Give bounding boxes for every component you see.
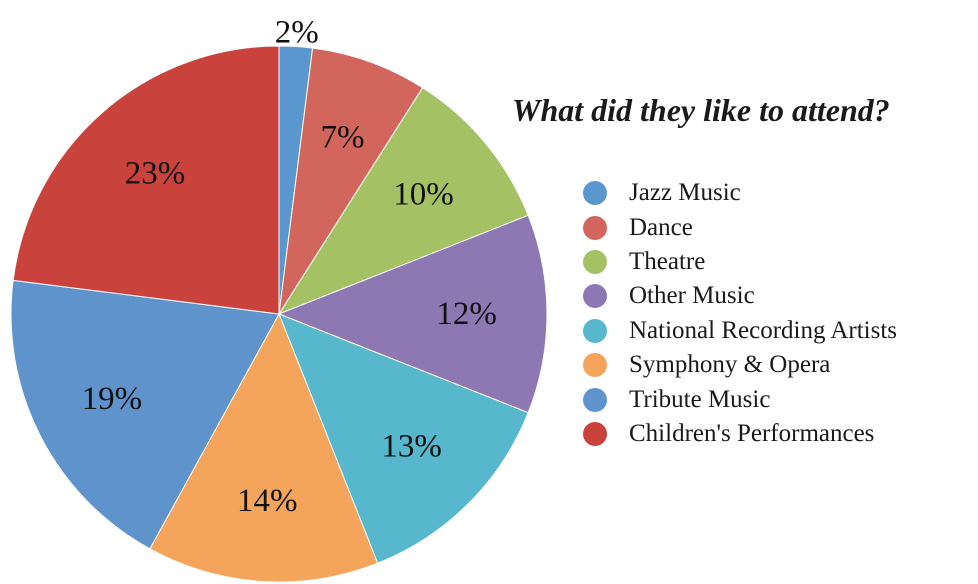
- legend-label-national-recording-artists: National Recording Artists: [629, 316, 898, 344]
- pie-slices: [10, 45, 548, 583]
- legend-label-tribute-music: Tribute Music: [629, 385, 771, 413]
- slice-label-symphony-opera: 14%: [237, 483, 298, 519]
- slice-label-theatre: 10%: [393, 176, 454, 212]
- slice-label-national-recording-artists: 13%: [381, 429, 442, 465]
- legend-swatch-national-recording-artists: [583, 318, 607, 343]
- pie-slice-national-recording-artists: [278, 313, 529, 564]
- pie-slice-theatre: [277, 87, 529, 316]
- pie-slice-tribute-music: [10, 279, 280, 550]
- legend-label-symphony-opera: Symphony & Opera: [629, 351, 831, 379]
- legend-item-jazz-music: Jazz Music: [583, 176, 897, 210]
- legend-label-jazz-music: Jazz Music: [629, 179, 741, 207]
- legend-swatch-children-s-performances: [583, 421, 607, 446]
- pie-slice-dance: [278, 47, 424, 315]
- pie-slice-other-music: [277, 214, 548, 414]
- legend-item-other-music: Other Music: [583, 279, 897, 313]
- legend-swatch-dance: [583, 215, 607, 240]
- slice-label-children-s-performances: 23%: [125, 155, 186, 191]
- slice-label-tribute-music: 19%: [82, 381, 143, 417]
- legend-item-symphony-opera: Symphony & Opera: [583, 348, 897, 382]
- chart-legend: Jazz Music Dance Theatre Other Music Nationa…: [583, 176, 897, 451]
- legend-item-tribute-music: Tribute Music: [583, 382, 897, 416]
- slice-label-other-music: 12%: [436, 296, 497, 332]
- legend-item-children-s-performances: Children's Performances: [583, 417, 897, 451]
- slice-label-jazz-music: 2%: [275, 15, 319, 51]
- legend-item-national-recording-artists: National Recording Artists: [583, 314, 897, 348]
- legend-swatch-jazz-music: [583, 181, 607, 206]
- legend-label-theatre: Theatre: [629, 247, 706, 275]
- legend-swatch-symphony-opera: [583, 353, 607, 378]
- legend-label-children-s-performances: Children's Performances: [629, 419, 875, 447]
- legend-item-dance: Dance: [583, 210, 897, 244]
- legend-label-dance: Dance: [629, 213, 693, 241]
- legend-item-theatre: Theatre: [583, 245, 897, 279]
- pie-slice-symphony-opera: [149, 312, 379, 583]
- chart-title: What did they like to attend?: [512, 92, 890, 128]
- legend-swatch-other-music: [583, 284, 607, 309]
- pie-slice-children-s-performances: [12, 45, 280, 315]
- legend-label-other-music: Other Music: [629, 282, 755, 310]
- legend-swatch-tribute-music: [583, 387, 607, 412]
- legend-swatch-theatre: [583, 249, 607, 274]
- pie-value-labels: 2% 7% 10% 12% 13% 14% 19% 23%: [82, 15, 497, 520]
- slice-label-dance: 7%: [321, 119, 365, 155]
